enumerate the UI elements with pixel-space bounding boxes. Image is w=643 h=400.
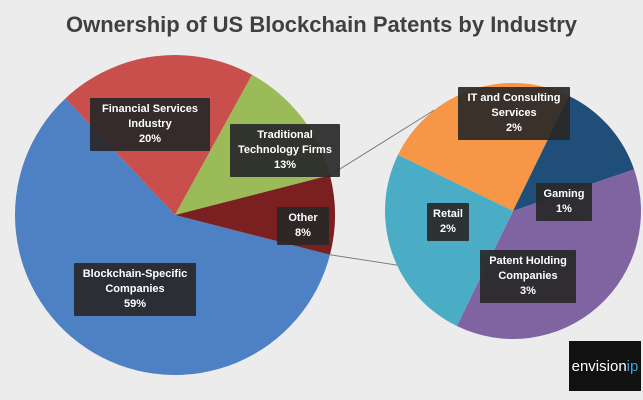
- data-label-value: 8%: [295, 227, 311, 239]
- data-label-value: 13%: [273, 159, 297, 171]
- sub-pie-label-patent-holding-companies: Patent Holding Companies 3%: [480, 250, 576, 303]
- connector-line-top: [329, 109, 435, 176]
- data-label-text: Patent Holding: [489, 255, 567, 267]
- connector-line-bottom: [329, 254, 398, 266]
- data-label-value: 2%: [440, 223, 456, 235]
- data-label-value: 20%: [138, 133, 162, 145]
- data-label-text: Technology Firms: [238, 144, 332, 156]
- data-label-text: Industry: [128, 118, 172, 130]
- logo-text-accent: ip: [626, 357, 639, 375]
- data-label-value: 1%: [556, 203, 572, 215]
- data-label-text: Other: [288, 212, 318, 224]
- data-label-text: Companies: [498, 270, 558, 282]
- chart-title: Ownership of US Blockchain Patents by In…: [66, 12, 577, 37]
- main-pie-label-financial-services-industry: Financial Services Industry 20%: [90, 98, 210, 151]
- sub-pie-label-it-and-consulting-services: IT and Consulting Services 2%: [458, 87, 570, 140]
- data-label-value: 3%: [520, 285, 536, 297]
- data-label-value: 2%: [506, 122, 522, 134]
- data-label-text: Financial Services: [102, 103, 198, 115]
- data-label-text: Blockchain-Specific: [82, 268, 188, 280]
- data-label-text: Gaming: [543, 188, 585, 200]
- envisionip-logo: envision ip: [569, 341, 641, 391]
- data-label-text: Traditional: [257, 129, 313, 141]
- data-label-text: Retail: [433, 208, 463, 220]
- main-pie-label-traditional-technology-firms: Traditional Technology Firms 13%: [230, 124, 340, 177]
- data-label-text: IT and Consulting: [467, 92, 561, 104]
- data-label-value: 59%: [123, 298, 147, 310]
- data-label-text: Companies: [105, 283, 165, 295]
- sub-pie-label-retail: Retail 2%: [427, 203, 469, 241]
- main-pie-label-other: Other 8%: [277, 207, 329, 245]
- logo-text-main: envision: [571, 357, 627, 375]
- sub-pie-label-gaming: Gaming 1%: [536, 183, 592, 221]
- sub-pie-slice-gaming: [513, 95, 635, 211]
- data-label-text: Services: [491, 107, 537, 119]
- main-pie-label-blockchain-specific-companies: Blockchain-Specific Companies 59%: [74, 263, 196, 316]
